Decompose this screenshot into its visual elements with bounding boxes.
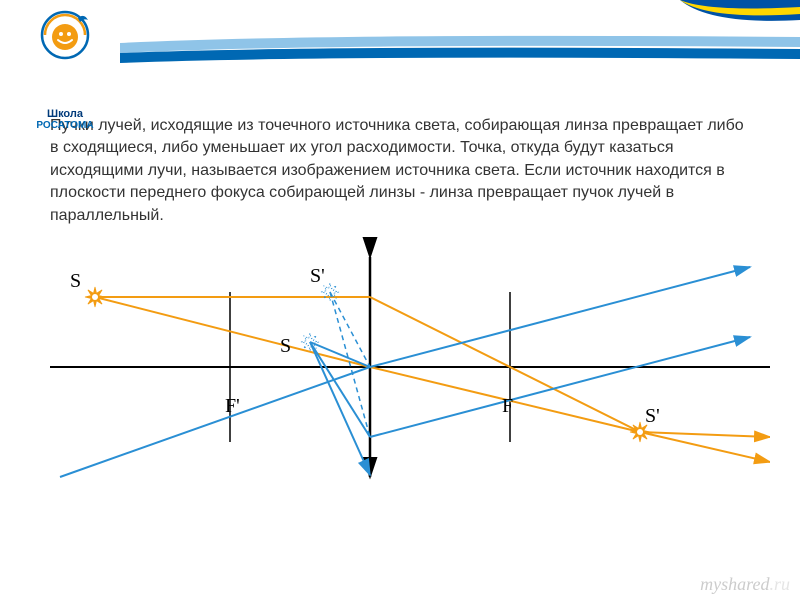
watermark-suffix: .ru — [769, 574, 790, 594]
svg-text:S': S' — [645, 405, 660, 427]
svg-text:S: S — [70, 270, 81, 292]
watermark-brand: myshared — [700, 574, 769, 594]
school-logo: Школа РОСАТОМА — [20, 10, 110, 131]
slide-header: Школа РОСАТОМА — [0, 0, 800, 100]
svg-text:F': F' — [225, 395, 240, 417]
svg-text:S: S — [280, 335, 291, 357]
logo-line2: РОСАТОМА — [20, 120, 110, 131]
slide-content: Пучки лучей, исходящие из точечного исто… — [0, 100, 800, 497]
ray-diagram: S S S' S' F' F — [50, 237, 770, 497]
header-swoosh — [120, 25, 800, 65]
body-paragraph: Пучки лучей, исходящие из точечного исто… — [50, 115, 750, 227]
svg-text:F: F — [502, 395, 513, 417]
logo-line1: Школа — [20, 108, 110, 120]
svg-text:S': S' — [310, 265, 325, 287]
watermark: myshared.ru — [700, 574, 790, 595]
